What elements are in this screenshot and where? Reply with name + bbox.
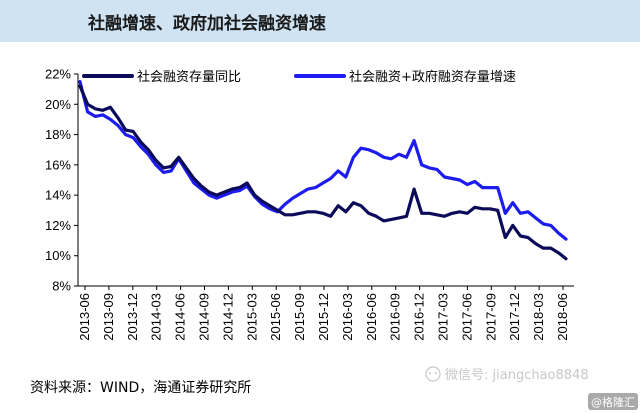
x-tick-label: 2016-12 (412, 293, 427, 341)
x-tick-label: 2014-06 (173, 293, 188, 341)
x-tick-label: 2016-06 (364, 293, 379, 341)
x-tick-label: 2017-12 (507, 293, 522, 341)
y-tick-label: 8% (52, 279, 71, 294)
x-tick-label: 2017-09 (483, 293, 498, 341)
wechat-watermark: 微信号: jiangchao8848 (425, 366, 589, 383)
y-tick-label: 12% (45, 218, 71, 233)
y-ticks: 8% 10% 12% 14% 16% 18% 20% 22% (45, 67, 78, 294)
x-tick-label: 2015-06 (268, 293, 283, 341)
x-tick-label: 2016-03 (340, 293, 355, 341)
x-tick-label: 2015-12 (316, 293, 331, 341)
legend-label-series-1: 社会融资存量同比 (137, 69, 241, 85)
x-ticks: 2013-06 2013-09 2013-12 2014-03 2014-06 2014-… (77, 286, 570, 341)
x-tick-label: 2014-03 (149, 293, 164, 341)
x-tick-label: 2014-12 (220, 293, 235, 341)
legend-label-series-2: 社会融资+政府融资存量增速 (349, 69, 516, 85)
x-tick-label: 2013-09 (101, 293, 116, 341)
title-bar (0, 0, 640, 42)
y-tick-label: 10% (45, 248, 71, 263)
wechat-icon-eye (429, 372, 431, 374)
y-tick-label: 20% (45, 97, 71, 112)
series-group (78, 79, 568, 261)
series-line-1 (78, 84, 568, 261)
wechat-id-text: 微信号: jiangchao8848 (445, 368, 589, 383)
x-tick-label: 2016-09 (388, 293, 403, 341)
source-note: 资料来源：WIND，海通证券研究所 (30, 380, 251, 396)
x-tick-label: 2017-06 (459, 293, 474, 341)
y-tick-label: 18% (45, 127, 71, 142)
x-tick-label: 2014-09 (197, 293, 212, 341)
y-tick-label: 16% (45, 157, 71, 172)
wechat-icon (425, 366, 441, 382)
x-tick-label: 2018-06 (555, 293, 570, 341)
legend: 社会融资存量同比 社会融资+政府融资存量增速 (82, 69, 516, 85)
x-tick-label: 2017-03 (436, 293, 451, 341)
brand-text: @格隆汇 (591, 395, 635, 409)
series-line-2 (78, 79, 568, 241)
chart-title: 社融增速、政府加社会融资增速 (87, 13, 326, 34)
x-tick-label: 2018-03 (531, 293, 546, 341)
y-tick-label: 22% (45, 67, 71, 82)
y-tick-label: 14% (45, 188, 71, 203)
x-tick-label: 2015-09 (292, 293, 307, 341)
brand-badge (588, 393, 638, 410)
x-tick-label: 2015-03 (244, 293, 259, 341)
brand-watermark: @格隆汇 (588, 393, 638, 410)
x-tick-label: 2013-06 (77, 293, 92, 341)
wechat-icon-eye (435, 372, 437, 374)
x-tick-label: 2013-12 (125, 293, 140, 341)
